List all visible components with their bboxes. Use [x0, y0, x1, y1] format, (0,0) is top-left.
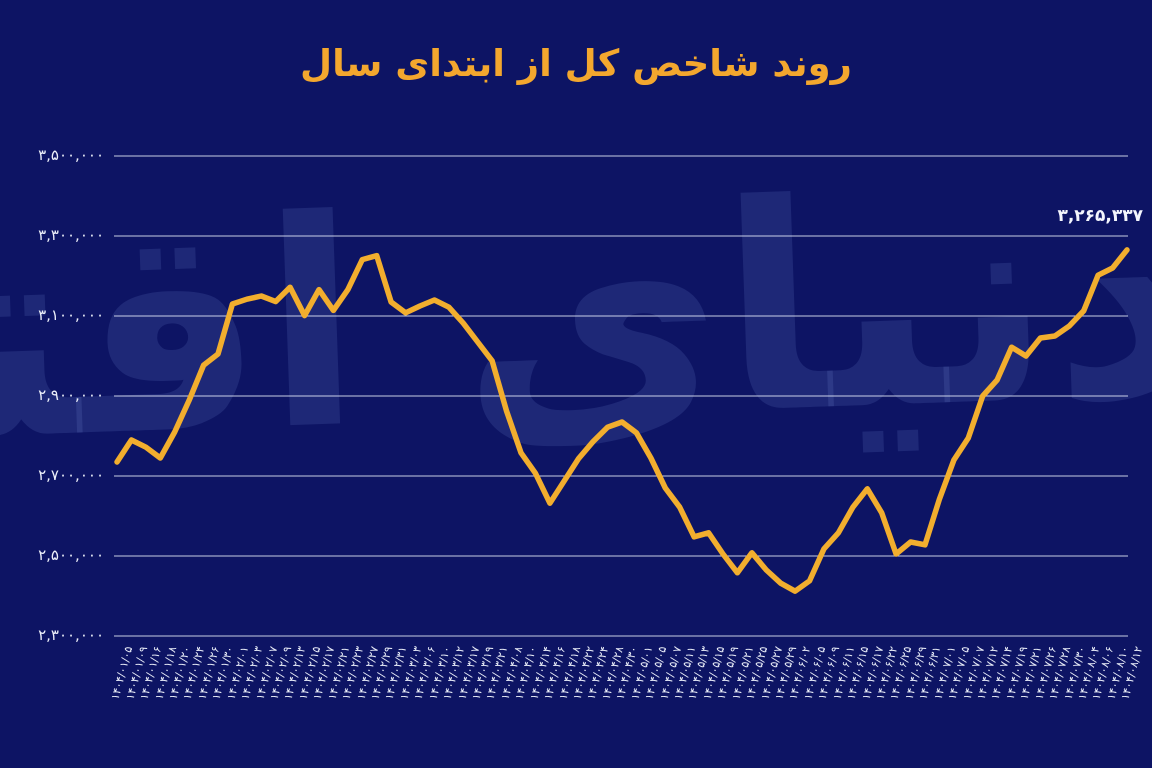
y-tick-label: ۲,۳۰۰,۰۰۰	[38, 626, 104, 644]
gridlines	[114, 155, 1128, 637]
y-tick-label: ۳,۳۰۰,۰۰۰	[38, 226, 104, 244]
y-tick-label: ۲,۹۰۰,۰۰۰	[38, 386, 104, 404]
index-line	[114, 247, 1130, 594]
y-tick-label: ۲,۷۰۰,۰۰۰	[38, 466, 104, 484]
last-value-label: ۳,۲۶۵,۳۳۷	[1057, 206, 1143, 226]
y-tick-label: ۳,۱۰۰,۰۰۰	[38, 306, 104, 324]
chart-title: روند شاخص کل از ابتدای سال	[300, 42, 852, 85]
y-tick-label: ۳,۵۰۰,۰۰۰	[38, 146, 104, 164]
y-tick-label: ۲,۵۰۰,۰۰۰	[38, 546, 104, 564]
